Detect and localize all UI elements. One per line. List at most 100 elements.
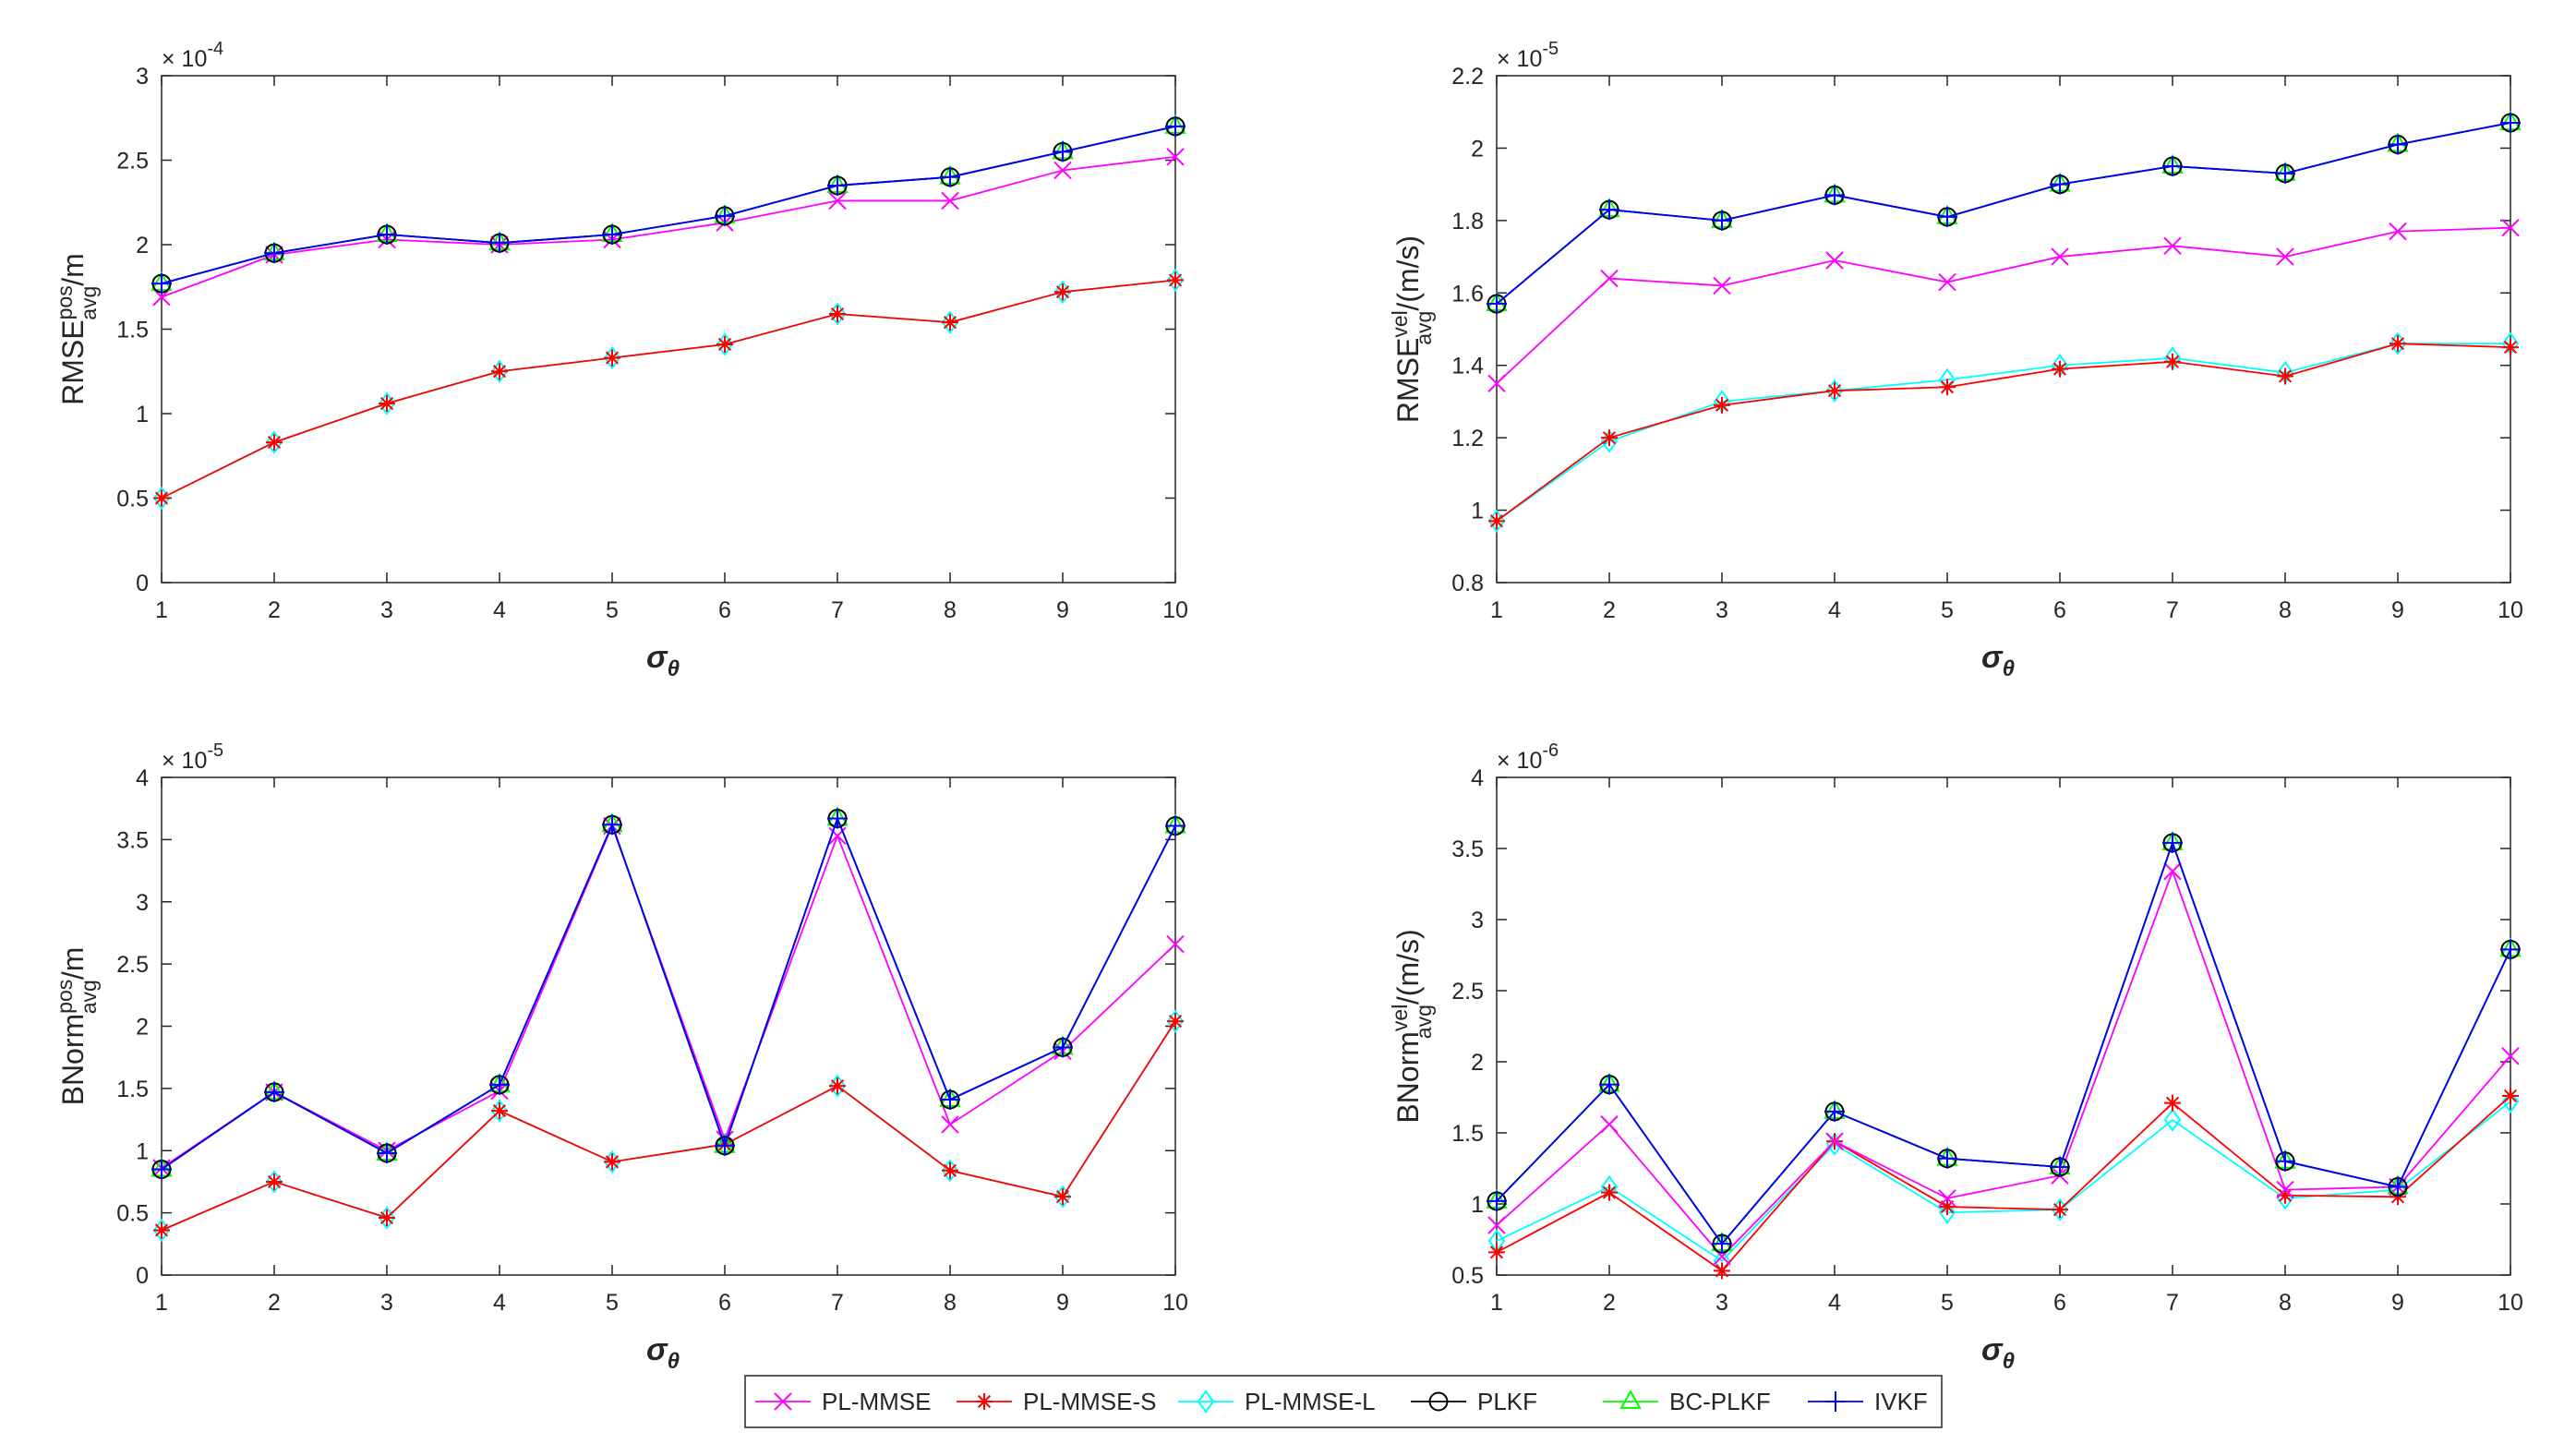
data-point (1937, 206, 1957, 227)
data-point (828, 1074, 847, 1098)
data-point (1053, 161, 1072, 180)
data-point (152, 486, 171, 511)
data-point (602, 814, 622, 836)
y-label-superscript: vel (1388, 1005, 1412, 1031)
x-tick-label: 9 (1056, 597, 1069, 623)
y-tick-label: 3 (1471, 908, 1484, 933)
data-point (2164, 353, 2181, 370)
x-tick-label: 9 (2391, 597, 2404, 623)
x-tick-label: 4 (493, 597, 506, 623)
data-point (2501, 1047, 2520, 1065)
data-point (1824, 1101, 1845, 1122)
data-point (1165, 115, 1186, 137)
data-point (827, 808, 848, 829)
data-point (1054, 283, 1071, 301)
data-point (1825, 1132, 1844, 1150)
x-label-main: σ (646, 640, 668, 675)
y-label-main: RMSE (56, 319, 90, 404)
data-point (2388, 134, 2408, 155)
x-tick-label: 9 (2391, 1290, 2404, 1316)
legend-marker (1428, 1391, 1449, 1412)
y-label-subscript: avg (77, 980, 101, 1014)
data-point (2277, 1186, 2293, 1204)
x-tick-label: 5 (606, 597, 619, 623)
x-label-subscript: θ (668, 1349, 680, 1374)
legend-entry-pl-mmse-s: PL-MMSE-S (957, 1388, 1156, 1415)
y-tick-label: 1.5 (1451, 1121, 1484, 1147)
legend-label: BC-PLKF (1669, 1388, 1771, 1415)
data-point (604, 349, 620, 367)
x-tick-label: 3 (1715, 597, 1728, 623)
data-point (1826, 382, 1843, 400)
axis-exponent: × 10-4 (162, 39, 223, 72)
series-pl-mmse (1487, 861, 2520, 1266)
data-point (1600, 269, 1619, 288)
x-label-main: σ (1981, 1332, 2004, 1367)
data-point (2162, 832, 2183, 853)
x-axis-label: σθ (1981, 1332, 2015, 1374)
y-label-unit: /(m/s) (1391, 235, 1425, 311)
series-ivkf (1487, 112, 2521, 315)
data-point (491, 1102, 508, 1120)
x-tick-label: 1 (155, 1290, 168, 1316)
data-point (715, 1135, 735, 1156)
data-point (151, 1159, 172, 1180)
y-axis-label: RMSEposavg/m (53, 253, 101, 405)
legend-label: PL-MMSE-S (1023, 1388, 1156, 1415)
data-point (1601, 429, 1618, 447)
axis-exponent-power: -6 (1542, 740, 1559, 761)
y-tick-label: 0.5 (1451, 1263, 1484, 1289)
data-point (1053, 141, 1073, 162)
x-tick-label: 4 (1828, 1290, 1841, 1316)
data-point (1165, 815, 1186, 836)
y-tick-label: 2.5 (1451, 979, 1484, 1005)
data-point (941, 1115, 959, 1134)
data-point (716, 332, 734, 356)
series-pl-mmse-s (153, 271, 1184, 507)
y-tick-label: 1.5 (116, 1077, 149, 1102)
x-tick-label: 3 (1715, 1290, 1728, 1316)
x-tick-label: 5 (1941, 1290, 1954, 1316)
y-tick-label: 2.2 (1451, 64, 1484, 90)
data-point (2275, 1150, 2295, 1172)
x-tick-label: 2 (268, 597, 281, 623)
data-point (377, 224, 397, 246)
data-point (1167, 271, 1184, 289)
axis-exponent-base: × 10 (1497, 748, 1542, 774)
series-line (161, 155, 1176, 298)
data-point (1166, 148, 1185, 166)
y-label-superscript: vel (1388, 310, 1412, 337)
y-label-subscript: avg (77, 286, 101, 320)
legend-marker (774, 1392, 792, 1411)
y-tick-label: 1.5 (116, 318, 149, 343)
data-point (1712, 1233, 1732, 1255)
legend-marker (1825, 1391, 1846, 1412)
data-point (2275, 162, 2295, 184)
series-line (161, 126, 1176, 284)
data-point (2500, 939, 2521, 960)
data-point (2388, 1176, 2408, 1197)
data-point (2163, 236, 2182, 256)
x-label-subscript: θ (668, 656, 680, 681)
series-group (150, 114, 1186, 511)
x-tick-label: 7 (831, 1290, 844, 1316)
x-tick-label: 6 (718, 1290, 731, 1316)
y-tick-label: 1 (136, 1138, 149, 1164)
data-point (940, 1089, 960, 1110)
x-tick-label: 2 (1603, 597, 1616, 623)
data-point (603, 345, 621, 370)
data-point (1714, 1262, 1730, 1280)
data-point (151, 273, 172, 295)
data-point (2052, 1201, 2068, 1219)
data-point (2276, 1180, 2294, 1199)
y-tick-label: 0.5 (116, 1201, 149, 1227)
data-point (2389, 331, 2407, 355)
y-tick-label: 2 (136, 233, 149, 259)
x-label-main: σ (646, 1332, 668, 1367)
x-tick-label: 2 (1603, 1290, 1616, 1316)
x-tick-label: 9 (1056, 1290, 1069, 1316)
data-point (152, 1218, 171, 1243)
data-point (2164, 1094, 2181, 1112)
legend-marker (976, 1393, 993, 1410)
y-tick-label: 1 (1471, 1192, 1484, 1218)
